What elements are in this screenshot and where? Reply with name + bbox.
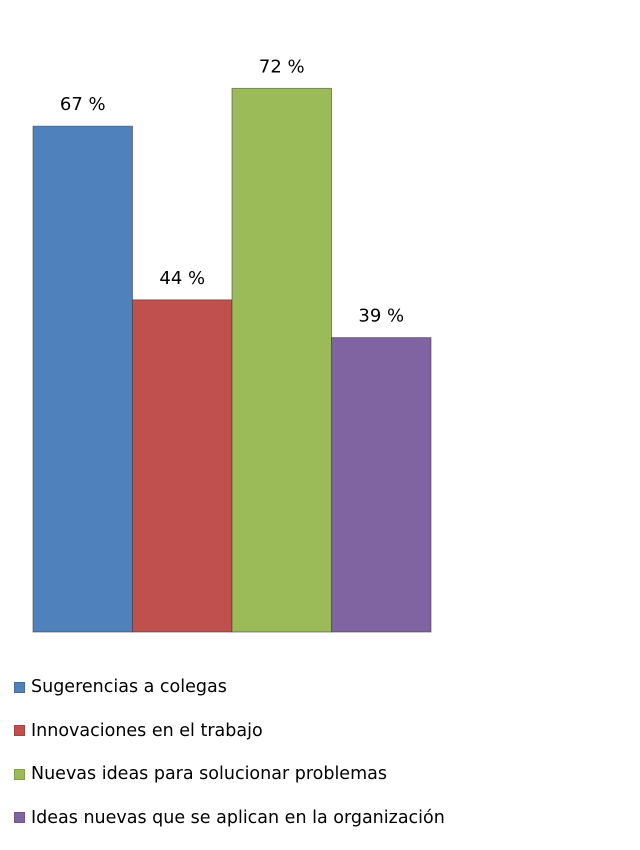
legend-label: Innovaciones en el trabajo (31, 720, 263, 741)
bar-chart: 67 % 44 % 72 % 39 % (32, 56, 432, 633)
chart-legend: Sugerencias a colegas Innovaciones en el… (14, 676, 445, 850)
chart-svg: 67 % 44 % 72 % 39 % (32, 56, 432, 633)
legend-label: Ideas nuevas que se aplican en la organi… (31, 807, 445, 828)
legend-item: Nuevas ideas para solucionar problemas (14, 763, 445, 785)
legend-swatch-icon (14, 812, 25, 823)
bar-2 (132, 299, 233, 633)
legend-swatch-icon (14, 725, 25, 736)
bar-1 (32, 125, 133, 633)
bar-value-label: 44 % (159, 268, 205, 289)
bar-3 (231, 87, 332, 633)
bar-value-label: 39 % (358, 306, 404, 327)
legend-item: Sugerencias a colegas (14, 676, 445, 698)
legend-swatch-icon (14, 768, 25, 780)
legend-label: Sugerencias a colegas (31, 677, 227, 697)
bar-4 (331, 337, 432, 633)
bar-value-label: 72 % (259, 56, 305, 77)
legend-label: Nuevas ideas para solucionar problemas (31, 764, 387, 784)
bar-value-label: 67 % (60, 94, 106, 115)
legend-item: Ideas nuevas que se aplican en la organi… (14, 807, 445, 829)
legend-item: Innovaciones en el trabajo (14, 720, 445, 742)
legend-swatch-icon (14, 681, 25, 693)
